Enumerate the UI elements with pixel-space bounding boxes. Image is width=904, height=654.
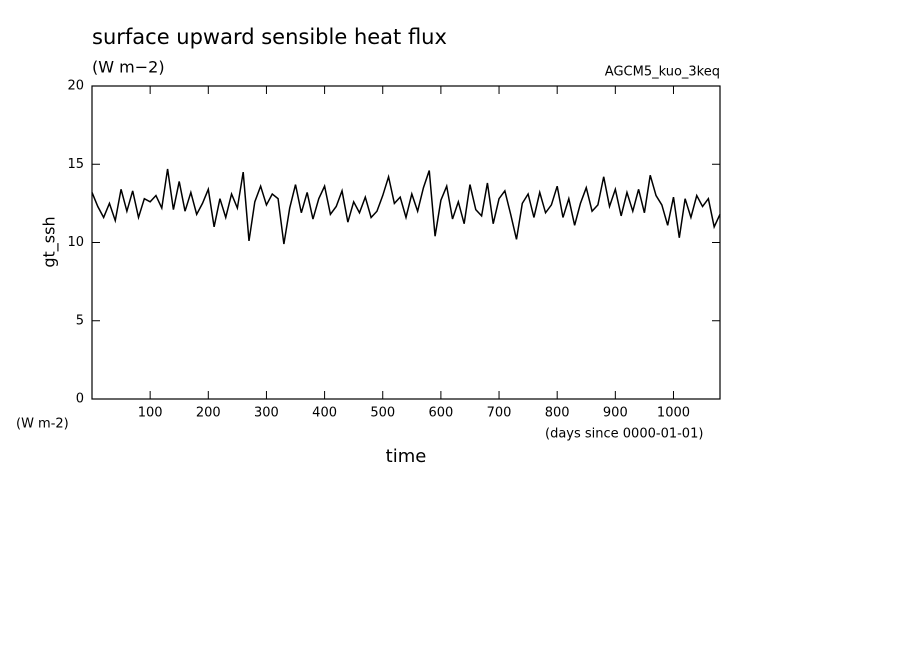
x-axis-label: time: [386, 446, 427, 467]
y-tick-label: 0: [76, 392, 84, 407]
x-units: (days since 0000-01-01): [545, 427, 703, 442]
y-axis-label: gt_ssh: [40, 216, 60, 267]
x-tick-label: 300: [254, 406, 279, 421]
x-tick-label: 100: [138, 406, 163, 421]
x-tick-label: 700: [487, 406, 512, 421]
x-tick-label: 1000: [657, 406, 690, 421]
x-tick-label: 500: [370, 406, 395, 421]
y-tick-label: 20: [67, 79, 84, 94]
y-units: (W m-2): [16, 417, 69, 432]
data-line: [91, 168, 721, 245]
y-tick-label: 10: [67, 235, 84, 250]
annotation: AGCM5_kuo_3keq: [605, 65, 720, 80]
x-tick-label: 800: [545, 406, 570, 421]
x-tick-label: 400: [312, 406, 337, 421]
x-tick-label: 900: [603, 406, 628, 421]
chart-title: surface upward sensible heat flux: [92, 25, 447, 49]
chart-subtitle: (W m−2): [92, 58, 165, 77]
y-tick-label: 5: [76, 313, 84, 328]
x-tick-label: 200: [196, 406, 221, 421]
x-tick-label: 600: [428, 406, 453, 421]
plot-frame: [91, 85, 721, 400]
y-tick-label: 15: [67, 157, 84, 172]
